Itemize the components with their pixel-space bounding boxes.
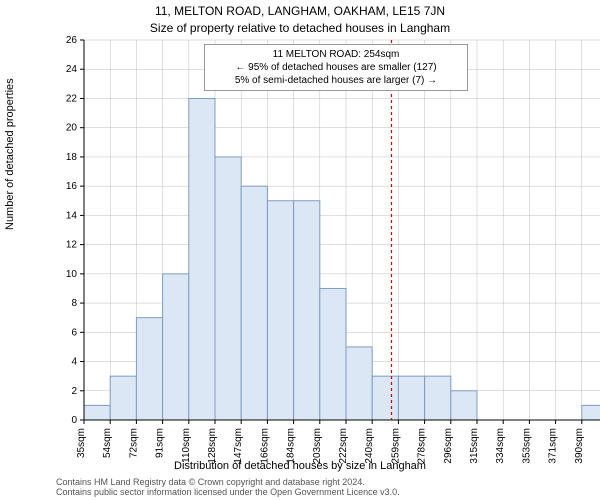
annotation-line-larger: 5% of semi-detached houses are larger (7…	[211, 74, 461, 87]
svg-text:296sqm: 296sqm	[443, 428, 454, 464]
svg-text:334sqm: 334sqm	[495, 428, 506, 464]
svg-text:371sqm: 371sqm	[548, 428, 559, 464]
chart-area: 0246810121416182022242635sqm54sqm72sqm91…	[56, 40, 580, 420]
svg-text:24: 24	[66, 64, 78, 75]
footer-line2: Contains public sector information licen…	[56, 487, 400, 497]
annotation-title: 11 MELTON ROAD: 254sqm	[211, 48, 461, 61]
svg-text:72sqm: 72sqm	[128, 428, 139, 458]
svg-text:147sqm: 147sqm	[233, 428, 244, 464]
histogram-svg: 0246810121416182022242635sqm54sqm72sqm91…	[56, 40, 600, 464]
attribution-footer: Contains HM Land Registry data © Crown c…	[56, 478, 400, 498]
svg-text:110sqm: 110sqm	[181, 428, 192, 463]
svg-text:6: 6	[71, 327, 77, 338]
svg-text:10: 10	[66, 269, 78, 280]
svg-text:353sqm: 353sqm	[521, 428, 532, 464]
svg-text:166sqm: 166sqm	[259, 428, 270, 464]
svg-text:12: 12	[66, 240, 78, 251]
svg-text:4: 4	[71, 357, 77, 368]
x-axis-label: Distribution of detached houses by size …	[0, 460, 600, 472]
svg-text:315sqm: 315sqm	[469, 428, 480, 464]
svg-text:222sqm: 222sqm	[338, 428, 349, 464]
svg-text:259sqm: 259sqm	[390, 428, 401, 464]
annotation-box: 11 MELTON ROAD: 254sqm ← 95% of detached…	[204, 44, 468, 91]
svg-text:16: 16	[66, 181, 78, 192]
svg-text:14: 14	[66, 210, 78, 221]
chart-address-title: 11, MELTON ROAD, LANGHAM, OAKHAM, LE15 7…	[0, 4, 600, 18]
svg-text:20: 20	[66, 123, 78, 134]
y-axis-label: Number of detached properties	[4, 78, 16, 230]
svg-text:91sqm: 91sqm	[155, 428, 166, 458]
svg-text:54sqm: 54sqm	[102, 428, 113, 458]
svg-text:0: 0	[71, 415, 77, 426]
svg-text:203sqm: 203sqm	[312, 428, 323, 464]
svg-text:2: 2	[71, 386, 77, 397]
svg-text:390sqm: 390sqm	[574, 428, 585, 464]
svg-text:35sqm: 35sqm	[76, 428, 87, 458]
annotation-line-smaller: ← 95% of detached houses are smaller (12…	[211, 61, 461, 74]
footer-line1: Contains HM Land Registry data © Crown c…	[56, 477, 365, 487]
svg-text:278sqm: 278sqm	[417, 428, 428, 464]
svg-text:184sqm: 184sqm	[286, 428, 297, 464]
svg-text:22: 22	[66, 93, 78, 104]
svg-text:240sqm: 240sqm	[364, 428, 375, 464]
chart-subtitle: Size of property relative to detached ho…	[0, 21, 600, 35]
svg-text:18: 18	[66, 152, 78, 163]
svg-text:128sqm: 128sqm	[207, 428, 218, 464]
svg-text:8: 8	[71, 298, 77, 309]
svg-text:26: 26	[66, 35, 78, 46]
